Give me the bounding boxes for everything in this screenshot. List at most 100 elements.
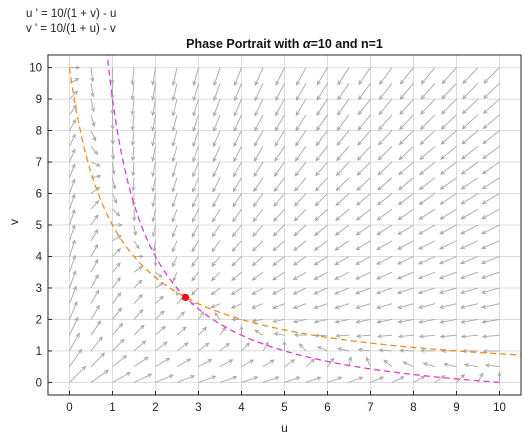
field-arrow-shaft bbox=[482, 319, 500, 323]
field-arrow-head bbox=[420, 110, 425, 115]
field-arrow-head bbox=[482, 124, 488, 130]
field-arrow bbox=[133, 324, 145, 336]
field-arrow bbox=[254, 114, 264, 132]
field-arrow-shaft bbox=[90, 146, 98, 155]
field-arrow bbox=[271, 303, 285, 309]
field-arrow bbox=[69, 104, 77, 116]
field-arrow bbox=[460, 193, 479, 205]
field-arrow-head bbox=[71, 208, 76, 214]
field-arrow-shaft bbox=[391, 376, 405, 383]
field-arrow bbox=[422, 362, 436, 368]
field-arrow-head bbox=[151, 172, 156, 178]
field-arrow-head bbox=[151, 141, 156, 147]
field-arrow-head bbox=[419, 125, 425, 130]
field-arrow-shaft bbox=[483, 83, 500, 99]
field-arrow-head bbox=[191, 290, 196, 296]
field-arrow-head bbox=[484, 363, 490, 368]
field-arrow-shaft bbox=[191, 224, 199, 237]
field-arrow-shaft bbox=[252, 287, 264, 295]
field-arrow-shaft bbox=[378, 98, 393, 115]
field-arrow-shaft bbox=[441, 98, 457, 115]
field-arrow-head bbox=[249, 359, 255, 364]
y-tick-label: 10 bbox=[29, 63, 42, 75]
field-arrow bbox=[213, 98, 221, 117]
field-arrow bbox=[151, 193, 156, 208]
field-arrow-shaft bbox=[418, 240, 436, 250]
field-arrow-head bbox=[171, 96, 176, 102]
field-arrow-head bbox=[151, 232, 157, 238]
field-arrow-head bbox=[294, 171, 300, 177]
field-arrow-shaft bbox=[213, 114, 221, 132]
field-arrow bbox=[130, 99, 135, 116]
field-arrow bbox=[313, 303, 328, 310]
field-arrow-head bbox=[233, 142, 238, 148]
field-arrow-head bbox=[482, 349, 488, 354]
field-arrow-head bbox=[210, 290, 216, 296]
field-arrow-head bbox=[131, 171, 136, 177]
field-arrow-head bbox=[439, 245, 444, 250]
field-arrow-shaft bbox=[191, 256, 199, 267]
field-arrow bbox=[176, 375, 196, 383]
field-arrow bbox=[175, 287, 179, 297]
field-arrow-head bbox=[72, 285, 77, 291]
field-arrow bbox=[402, 361, 414, 368]
field-arrow bbox=[316, 67, 328, 86]
field-arrow-head bbox=[95, 304, 100, 310]
field-arrow bbox=[275, 67, 285, 86]
field-arrow-head bbox=[183, 342, 189, 347]
field-arrow-shaft bbox=[296, 67, 307, 86]
field-arrow bbox=[90, 200, 100, 210]
field-arrow-head bbox=[274, 126, 279, 132]
field-arrow-shaft bbox=[357, 145, 371, 161]
y-tick-label: 0 bbox=[36, 377, 42, 389]
field-arrow bbox=[130, 114, 135, 131]
field-arrow bbox=[271, 287, 285, 295]
field-arrow bbox=[355, 271, 371, 280]
field-arrow bbox=[356, 161, 371, 176]
field-arrow-shaft bbox=[192, 177, 199, 192]
field-arrow-head bbox=[290, 359, 296, 364]
field-arrow-shaft bbox=[440, 319, 457, 323]
field-arrow-shaft bbox=[456, 374, 465, 383]
field-arrow-shaft bbox=[69, 119, 76, 131]
field-arrow bbox=[69, 365, 87, 383]
field-arrow-head bbox=[172, 262, 177, 268]
field-arrow bbox=[292, 256, 307, 266]
field-arrow bbox=[356, 177, 371, 191]
field-arrow-shaft bbox=[69, 149, 76, 163]
field-arrow bbox=[132, 224, 138, 237]
field-arrow-shaft bbox=[192, 114, 199, 132]
field-arrow bbox=[90, 186, 101, 194]
field-arrow-shaft bbox=[356, 193, 371, 206]
field-arrow bbox=[418, 193, 436, 205]
field-arrow-head bbox=[251, 290, 257, 295]
field-arrow-shaft bbox=[191, 271, 199, 281]
field-arrow-shaft bbox=[112, 193, 117, 204]
field-arrow-shaft bbox=[335, 303, 350, 309]
field-arrow-shaft bbox=[481, 240, 500, 249]
field-arrow bbox=[151, 98, 156, 117]
field-arrow-head bbox=[94, 243, 99, 249]
field-arrow-head bbox=[357, 125, 362, 131]
field-arrow-head bbox=[140, 324, 145, 330]
field-arrow-shaft bbox=[262, 376, 279, 383]
field-arrow-head bbox=[398, 170, 404, 176]
field-arrow-head bbox=[376, 260, 382, 265]
field-arrow bbox=[171, 161, 178, 178]
field-arrow-shaft bbox=[444, 363, 457, 368]
field-arrow-head bbox=[313, 290, 319, 295]
field-arrow bbox=[176, 311, 186, 320]
field-arrow bbox=[69, 254, 77, 273]
field-arrow bbox=[133, 356, 149, 368]
field-arrow-head bbox=[335, 186, 341, 192]
field-arrow-shaft bbox=[172, 224, 178, 237]
field-arrow-head bbox=[191, 232, 196, 238]
field-arrow bbox=[233, 114, 242, 132]
field-arrow-head bbox=[298, 343, 304, 348]
field-arrow-head bbox=[282, 340, 287, 346]
field-arrow-head bbox=[461, 170, 466, 175]
field-arrow-shaft bbox=[152, 83, 156, 101]
field-arrow-shaft bbox=[192, 209, 199, 222]
field-arrow-shaft bbox=[440, 208, 457, 220]
field-arrow-head bbox=[419, 155, 425, 161]
